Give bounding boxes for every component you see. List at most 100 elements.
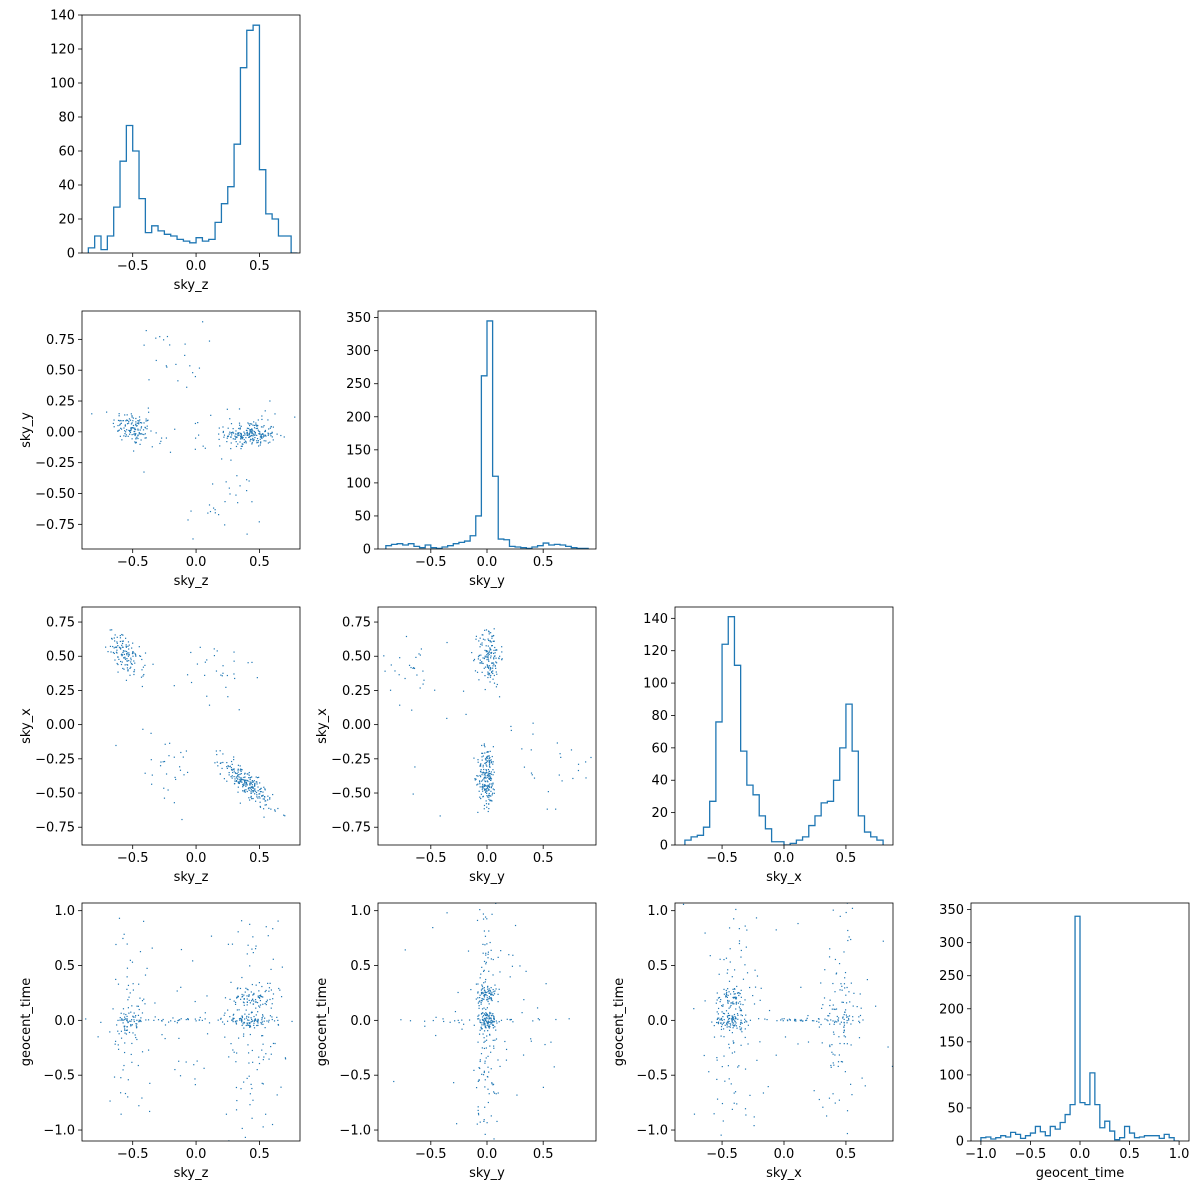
scatter-point bbox=[486, 806, 488, 808]
scatter-point bbox=[478, 1079, 480, 1081]
scatter-point bbox=[177, 1020, 179, 1022]
x-tick-label: 0.0 bbox=[186, 555, 207, 570]
scatter-point bbox=[483, 1013, 486, 1015]
scatter-point bbox=[124, 430, 126, 432]
scatter-point bbox=[263, 425, 265, 427]
x-tick-label: 0.0 bbox=[477, 1147, 498, 1162]
y-tick-label: 50 bbox=[947, 1101, 964, 1116]
scatter-point bbox=[832, 909, 834, 911]
scatter-point bbox=[488, 796, 490, 798]
scatter-point bbox=[493, 655, 496, 657]
scatter-point bbox=[479, 637, 481, 639]
scatter-point bbox=[481, 1016, 484, 1018]
scatter-point bbox=[486, 796, 489, 798]
scatter-point bbox=[251, 780, 253, 782]
scatter-point bbox=[489, 1017, 491, 1019]
scatter-point bbox=[128, 654, 130, 656]
scatter-point bbox=[235, 1061, 237, 1063]
scatter-point bbox=[730, 1004, 732, 1007]
scatter-point bbox=[483, 784, 486, 786]
scatter-point bbox=[109, 1031, 111, 1033]
scatter-point bbox=[731, 1015, 733, 1017]
scatter-point bbox=[283, 814, 285, 816]
scatter-point bbox=[836, 1021, 838, 1023]
scatter-point bbox=[235, 1086, 238, 1089]
scatter-cluster-6 bbox=[682, 903, 893, 1127]
scatter-point bbox=[261, 996, 263, 998]
scatter-point bbox=[125, 1033, 128, 1035]
scatter-point bbox=[708, 1071, 710, 1073]
scatter-point bbox=[246, 1023, 248, 1025]
scatter-point bbox=[479, 1067, 481, 1070]
scatter-point bbox=[219, 762, 222, 764]
scatter-point bbox=[237, 987, 239, 989]
scatter-point bbox=[272, 928, 274, 930]
scatter-point bbox=[516, 1094, 518, 1096]
scatter-point bbox=[475, 635, 478, 637]
scatter-point bbox=[214, 509, 216, 511]
scatter-point bbox=[479, 662, 482, 664]
scatter-point bbox=[272, 958, 274, 960]
scatter-point bbox=[244, 434, 246, 436]
scatter-point bbox=[846, 1043, 848, 1045]
scatter-point bbox=[489, 773, 491, 775]
scatter-point bbox=[240, 779, 242, 781]
scatter-point bbox=[480, 654, 482, 656]
scatter-point bbox=[125, 420, 127, 422]
scatter-point bbox=[254, 783, 256, 785]
scatter-point bbox=[494, 1026, 496, 1028]
scatter-point bbox=[488, 930, 490, 932]
scatter-point bbox=[134, 430, 136, 433]
scatter-point bbox=[487, 1076, 489, 1078]
scatter-point bbox=[238, 432, 240, 434]
scatter-point bbox=[488, 1024, 490, 1026]
scatter-point bbox=[533, 777, 536, 779]
scatter-point bbox=[243, 784, 245, 786]
scatter-point bbox=[839, 1023, 841, 1025]
scatter-point bbox=[161, 1020, 163, 1022]
scatter-point bbox=[489, 648, 491, 650]
scatter-point bbox=[794, 1020, 796, 1022]
scatter-point bbox=[716, 1059, 718, 1061]
scatter-point bbox=[236, 988, 238, 990]
scatter-point bbox=[124, 650, 126, 652]
scatter-point bbox=[486, 751, 488, 753]
scatter-point bbox=[138, 420, 140, 422]
scatter-point bbox=[137, 434, 139, 436]
x-tick-label: 0.5 bbox=[249, 851, 270, 866]
scatter-point bbox=[404, 677, 406, 680]
scatter-point bbox=[740, 1019, 742, 1021]
y-tick-label: 80 bbox=[651, 709, 668, 724]
scatter-point bbox=[284, 1057, 287, 1059]
scatter-point bbox=[837, 1017, 840, 1019]
scatter-point bbox=[482, 752, 484, 754]
scatter-point bbox=[239, 777, 241, 779]
scatter-point bbox=[265, 804, 267, 806]
scatter-point bbox=[248, 436, 250, 438]
scatter-point bbox=[251, 430, 253, 432]
scatter-point bbox=[485, 775, 487, 777]
scatter-point bbox=[119, 435, 121, 437]
scatter-point bbox=[253, 430, 255, 433]
scatter-point bbox=[149, 1110, 151, 1113]
y-tick-label: 60 bbox=[651, 741, 668, 756]
scatter-point bbox=[484, 780, 486, 782]
y-tick-label: 40 bbox=[58, 179, 75, 194]
scatter-point bbox=[121, 420, 123, 422]
scatter-point bbox=[491, 644, 493, 647]
y-tick-label: −0.5 bbox=[43, 1069, 75, 1084]
scatter-point bbox=[134, 662, 136, 664]
scatter-point bbox=[821, 1007, 823, 1009]
scatter-point bbox=[117, 645, 119, 647]
scatter-point bbox=[272, 439, 274, 441]
scatter-point bbox=[848, 1019, 850, 1021]
scatter-point bbox=[723, 1021, 725, 1024]
scatter-point bbox=[246, 783, 248, 785]
scatter-point bbox=[423, 679, 425, 681]
scatter-point bbox=[570, 749, 573, 751]
scatter-point bbox=[481, 786, 483, 788]
scatter-point bbox=[250, 1012, 253, 1014]
scatter-point bbox=[224, 1012, 226, 1014]
scatter-point bbox=[478, 790, 480, 792]
scatter-cluster-2 bbox=[807, 1002, 877, 1033]
